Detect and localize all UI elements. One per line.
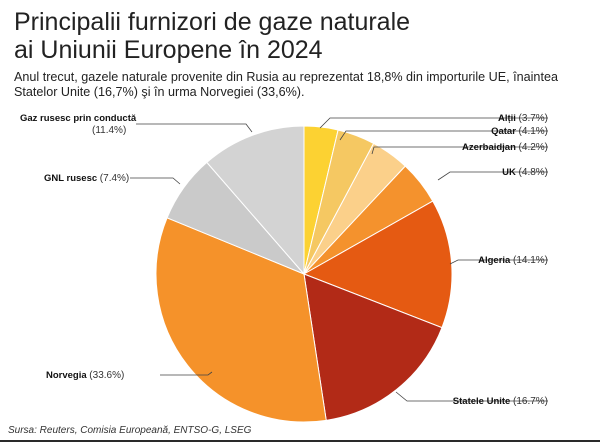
slice-label-name: Algeria xyxy=(478,255,513,266)
slice-label: Azerbaidjan (4.2%) xyxy=(462,142,548,153)
slice-label-value: (4.1%) xyxy=(519,126,548,137)
leader-line xyxy=(160,371,213,376)
title-line-2: ai Uniunii Europene în 2024 xyxy=(14,36,323,64)
leader-lines xyxy=(130,117,548,402)
chart-title: Principalii furnizori de gaze naturale a… xyxy=(14,8,574,64)
leader-line xyxy=(371,146,548,155)
slice-label-value: (7.4%) xyxy=(100,173,129,184)
slice-label: Alții (3.7%) xyxy=(498,113,548,124)
slice-label-value: (16.7%) xyxy=(513,396,548,407)
slice-label: Algeria (14.1%) xyxy=(478,255,548,266)
bottom-rule xyxy=(0,440,600,442)
subtitle-line-2: Statelor Unite (16,7%) şi în urma Norveg… xyxy=(14,85,305,99)
leader-line xyxy=(136,123,253,133)
slice-label-name: Gaz rusesc prin conductă xyxy=(20,113,137,124)
subtitle-line-1: Anul trecut, gazele naturale provenite d… xyxy=(14,70,558,84)
slice-label-name: Statele Unite xyxy=(453,396,513,407)
slice-labels: Alții (3.7%)Qatar (4.1%)Azerbaidjan (4.2… xyxy=(20,113,548,407)
chart-subtitle: Anul trecut, gazele naturale provenite d… xyxy=(14,70,589,100)
slice-label: Norvegia (33.6%) xyxy=(46,370,124,381)
source-note: Sursa: Reuters, Comisia Europeană, ENTSO… xyxy=(8,425,252,436)
slice-label: Statele Unite (16.7%) xyxy=(453,396,548,407)
slice-label-name: Alții xyxy=(498,113,519,124)
slice-label-value: (3.7%) xyxy=(519,113,548,124)
title-line-1: Principalii furnizori de gaze naturale xyxy=(14,8,411,36)
slice-label-name: GNL rusesc xyxy=(44,173,100,184)
slice-label-value: (4.2%) xyxy=(519,142,548,153)
slice-label-value: (33.6%) xyxy=(89,370,124,381)
pie-slice-statele-unite xyxy=(303,273,443,421)
slice-label-value: (14.1%) xyxy=(513,255,548,266)
leader-line xyxy=(395,391,548,402)
leader-line xyxy=(319,117,548,129)
slice-label: UK (4.8%) xyxy=(502,167,548,178)
leader-line xyxy=(437,171,548,181)
slice-label-name: Azerbaidjan xyxy=(462,142,519,153)
slice-label-name: UK xyxy=(502,167,518,178)
pie-slice-norvegia xyxy=(155,217,327,423)
pie-slice-gaz-rusesc-prin-conduct- xyxy=(206,125,305,276)
slice-label-name: Qatar xyxy=(491,126,518,137)
slice-label-value: (4.8%) xyxy=(519,167,548,178)
slice-label: Qatar (4.1%) xyxy=(491,126,548,137)
slice-label: GNL rusesc (7.4%) xyxy=(44,173,129,184)
slice-label-value: (11.4%) xyxy=(92,125,126,136)
leader-line xyxy=(130,177,181,185)
leader-line xyxy=(449,259,548,265)
pie-slices xyxy=(155,125,453,423)
leader-line xyxy=(339,130,548,141)
slice-label-name: Norvegia xyxy=(46,370,89,381)
slice-label: Gaz rusesc prin conductă (11.4%) xyxy=(20,113,137,136)
